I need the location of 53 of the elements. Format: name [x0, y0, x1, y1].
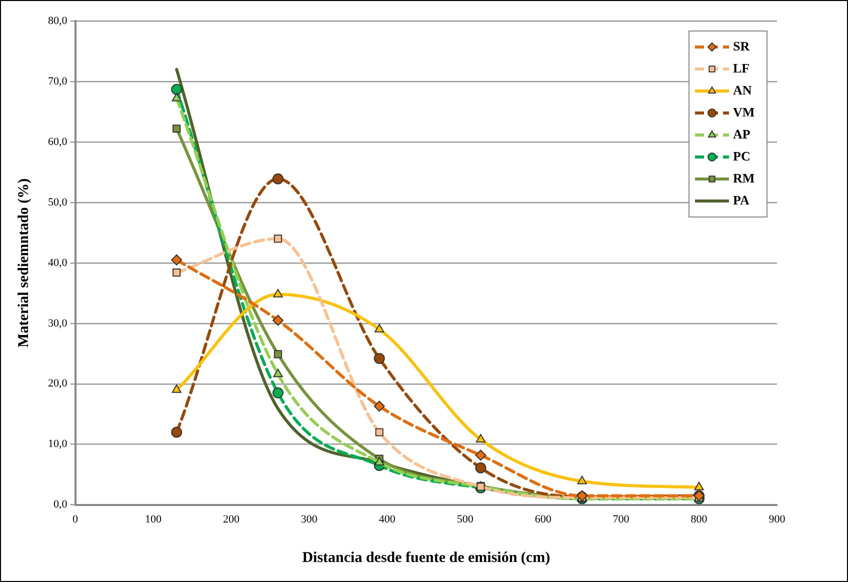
point: [172, 92, 182, 102]
legend-label: SR: [733, 38, 750, 54]
x-tick-label: 800: [690, 513, 708, 526]
legend-label: RM: [733, 170, 755, 186]
x-tick-label: 100: [144, 513, 162, 526]
y-tick-label: 50,0: [48, 196, 68, 208]
x-tick-label: 700: [612, 513, 630, 526]
point: [577, 476, 587, 484]
point: [272, 314, 284, 326]
point: [273, 368, 283, 378]
y-axis-title: Material sediemntado (%): [16, 178, 32, 348]
x-tick-label: 300: [300, 513, 318, 526]
point: [171, 254, 182, 266]
point: [475, 462, 486, 474]
point: [272, 173, 284, 184]
legend-label: PA: [733, 192, 750, 208]
y-tick-label: 60,0: [48, 136, 68, 148]
legend-label: LF: [733, 60, 750, 76]
x-tick-label: 200: [222, 513, 240, 526]
x-tick-label: 600: [534, 513, 552, 526]
y-tick-label: 40,0: [48, 256, 68, 269]
point: [374, 456, 384, 466]
legend-label: VM: [733, 104, 755, 120]
point: [374, 400, 385, 412]
y-tick-label: 20,0: [48, 378, 68, 390]
x-tick-label: 400: [378, 513, 396, 526]
y-tick-label: 70,0: [48, 75, 68, 88]
point: [272, 387, 284, 398]
point: [374, 324, 384, 332]
x-tick-label: 0: [72, 513, 78, 526]
point: [274, 350, 282, 358]
legend-label: PC: [733, 148, 750, 164]
point: [274, 234, 282, 243]
y-tick-label: 30,0: [48, 317, 68, 330]
y-tick-label: 80,0: [48, 14, 68, 27]
x-axis-title: Distancia desde fuente de emisión (cm): [302, 550, 550, 566]
point: [172, 124, 181, 133]
x-tick-label: 500: [456, 513, 474, 526]
legend-label: AP: [733, 126, 750, 142]
point: [475, 450, 486, 461]
point: [694, 482, 704, 490]
point: [273, 288, 283, 298]
point: [171, 84, 182, 95]
point: [375, 428, 384, 436]
point: [172, 268, 181, 277]
point: [172, 384, 182, 393]
legend-label: AN: [733, 82, 752, 98]
point: [171, 426, 182, 438]
y-tick-label: 10,0: [48, 438, 68, 450]
y-tick-label: 0,0: [54, 498, 68, 511]
point: [476, 434, 486, 442]
point: [374, 352, 385, 364]
x-tick-label: 900: [768, 513, 786, 526]
